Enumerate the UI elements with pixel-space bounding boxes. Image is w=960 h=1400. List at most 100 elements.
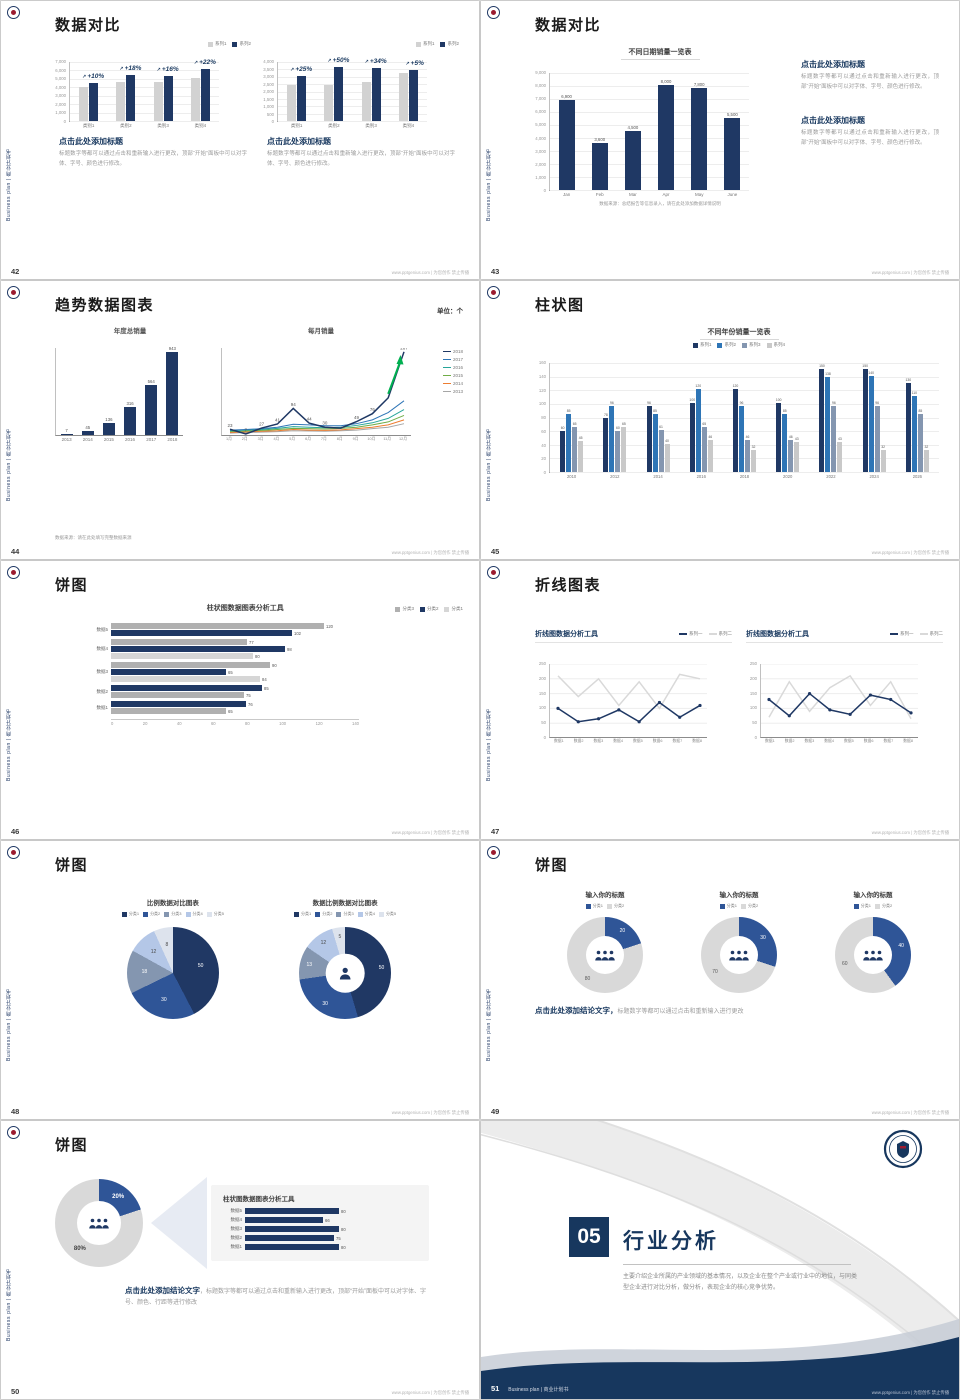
donut-chart-3: 40 60 bbox=[835, 917, 911, 993]
chart-legend: 分类3 分类2 分类1 bbox=[395, 606, 463, 612]
slide-44-trend-charts[interactable]: Business plan | 商业计划书 趋势数据图表 单位：个 年度总销量 … bbox=[1, 281, 479, 559]
chart-title: 年度总销量 bbox=[113, 328, 147, 335]
brand-logo-icon bbox=[7, 286, 20, 299]
page-title: 饼图 bbox=[55, 577, 89, 594]
svg-text:30: 30 bbox=[322, 421, 328, 426]
watermark: www.pptgenius.com | 为您创作 禁止传播 bbox=[391, 270, 469, 275]
slide-47-line-charts[interactable]: Business plan | 商业计划书 折线图表 折线图数据分析工具 系列一… bbox=[481, 561, 959, 839]
page-title: 饼图 bbox=[535, 857, 569, 874]
brand-logo-icon bbox=[487, 566, 500, 579]
svg-text:41: 41 bbox=[275, 417, 281, 422]
page-title: 折线图表 bbox=[535, 577, 602, 594]
chart-legend: 系列一 系列二 bbox=[890, 631, 943, 637]
sidebar-watermark: Business plan | 商业计划书 bbox=[486, 428, 492, 501]
page-title: 饼图 bbox=[55, 857, 89, 874]
block-body: 标题数字等都可以通过点击和重新输入进行更改，顶部“开始”面板中可以对字体、字号、… bbox=[59, 151, 247, 167]
chart-legend: 系列1 系列2 系列3 系列4 bbox=[535, 342, 943, 348]
background-swoosh bbox=[481, 1121, 959, 1399]
sidebar-watermark: Business plan | 商业计划书 bbox=[486, 988, 492, 1061]
page-number: 43 bbox=[491, 267, 500, 276]
chart-title: 每月销量 bbox=[307, 328, 334, 335]
bar-chart-left: 7,0006,0005,0004,0003,0002,0001,0000+10%… bbox=[55, 49, 251, 128]
donut-chart: 50 30 13 12 5 bbox=[299, 927, 392, 1019]
page-number: 51 bbox=[491, 1384, 500, 1393]
watermark: www.pptgenius.com | 为您创作 禁止传播 bbox=[871, 1110, 949, 1115]
slide-50-pie-funnel[interactable]: Business plan | 商业计划书 饼图 20% 80% 柱状图数据图表分… bbox=[1, 1121, 479, 1399]
page-number: 44 bbox=[11, 547, 20, 556]
page-number: 50 bbox=[11, 1387, 20, 1396]
watermark: www.pptgenius.com | 为您创作 禁止传播 bbox=[871, 1390, 949, 1395]
brand-logo-icon bbox=[7, 6, 20, 19]
brand-logo-icon bbox=[487, 6, 500, 19]
grouped-hbar-chart: 数据5 120 102 数据4 77 98 80 数据3 90 65 84 数据2 85 75 数据1 76 6… bbox=[96, 623, 359, 726]
chart-title: 折线图数据分析工具 bbox=[746, 631, 809, 638]
brand-logo-icon bbox=[7, 1126, 20, 1139]
watermark: www.pptgenius.com | 为您创作 禁止传播 bbox=[871, 270, 949, 275]
svg-text:49: 49 bbox=[354, 415, 360, 420]
chart-legend: 系列1 系列2 bbox=[263, 41, 459, 47]
block-body: 标题数字等都可以通过点击和重新输入进行更改，顶部“开始”面板中可以对字体、字号、… bbox=[801, 129, 939, 146]
page-number: 48 bbox=[11, 1107, 20, 1116]
slide-42-data-comparison[interactable]: Business plan | 商业计划书 数据对比 系列1 系列2 7,000 6… bbox=[1, 1, 479, 279]
chart-title: 比例数据对比图表 bbox=[146, 900, 199, 907]
chart-title: 数据比例数据对比图表 bbox=[312, 900, 378, 907]
sidebar-watermark: Business plan | 商业计划书 bbox=[6, 988, 12, 1061]
chart-legend: 分类1 分类2 bbox=[719, 903, 758, 909]
chart-legend: 系列1 系列2 bbox=[55, 41, 251, 47]
chart-legend: 分类1 分类2 bbox=[853, 903, 892, 909]
slide-49-donut-charts[interactable]: Business plan | 商业计划书 饼图 输入你的标题 分类1 分类2 2… bbox=[481, 841, 959, 1119]
conclusion-heading: 点击此处添加结论文字 bbox=[125, 1286, 200, 1295]
watermark: www.pptgenius.com | 为您创作 禁止传播 bbox=[871, 550, 949, 555]
chart-title: 柱状图数据图表分析工具 bbox=[206, 605, 284, 612]
slide-45-column-chart[interactable]: Business plan | 商业计划书 柱状图 不同年份销量一览表 系列1 系… bbox=[481, 281, 959, 559]
block-body: 标题数字等都可以通过点击和重新输入进行更改，顶部“开始”面板中可以对字体、字号、… bbox=[801, 74, 939, 90]
page-number: 42 bbox=[11, 267, 20, 276]
conclusion-text: 点击此处添加结论文字，标题数字等都可以通过点击和重新输入进行更改，顶部“开始”面… bbox=[125, 1286, 426, 1306]
chart-title: 输入你的标题 bbox=[585, 892, 625, 899]
slide-51-section-divider[interactable]: 05 行业分析 主要介绍企业所属的产业领域的基本情况，以及企业在整个产业或行业中… bbox=[481, 1121, 959, 1399]
sidebar-watermark: Business plan | 商业计划书 bbox=[6, 428, 12, 501]
line-chart-right: 250 200 150 100 50 0 数据1 数据2 数据3 数据4 数据5 数据6 数据7 数据8 bbox=[749, 661, 918, 743]
donut-chart-1: 20 80 bbox=[567, 917, 643, 993]
slide-48-pie-charts[interactable]: Business plan | 商业计划书 饼图 比例数据对比图表 分类1 分类2… bbox=[1, 841, 479, 1119]
slide-46-horizontal-bars[interactable]: Business plan | 商业计划书 饼图 柱状图数据图表分析工具 分类3… bbox=[1, 561, 479, 839]
svg-text:27: 27 bbox=[259, 422, 265, 427]
unit-label: 单位：个 bbox=[437, 308, 463, 315]
page-number: 49 bbox=[491, 1107, 500, 1116]
page-number: 46 bbox=[11, 827, 20, 836]
chart-title: 不同日期销量一览表 bbox=[620, 47, 700, 60]
watermark: www.pptgenius.com | 为您创作 禁止传播 bbox=[391, 830, 469, 835]
chart-legend: 系列一 系列二 bbox=[679, 631, 732, 637]
divider bbox=[623, 1264, 851, 1265]
block-heading: 点击此处添加标题 bbox=[801, 115, 865, 125]
sales-bar-chart: 9,000 8,000 7,000 6,000 5,000 4,000 3,000 2,000… bbox=[535, 60, 785, 197]
svg-text:94: 94 bbox=[291, 402, 297, 407]
line-chart-left: 250 200 150 100 50 0 数据1 数据2 数据3 数据4 数据5 数据6 数据7 数据8 bbox=[538, 661, 707, 743]
page-title: 趋势数据图表 bbox=[55, 297, 155, 314]
svg-text:76: 76 bbox=[370, 407, 376, 412]
page-number: 47 bbox=[491, 827, 500, 836]
slide-43-data-comparison[interactable]: Business plan | 商业计划书 数据对比 不同日期销量一览表 9,0… bbox=[481, 1, 959, 279]
block-heading: 点击此处添加标题 bbox=[267, 137, 331, 146]
chart-title: 不同年份销量一览表 bbox=[699, 327, 779, 340]
watermark: www.pptgenius.com | 为您创作 禁止传播 bbox=[391, 1390, 469, 1395]
data-source-note: 数据来源：请在此处填写完整数据来源 bbox=[55, 535, 132, 540]
page-title: 柱状图 bbox=[535, 297, 585, 314]
svg-text:7: 7 bbox=[245, 427, 248, 432]
chart-title: 折线图数据分析工具 bbox=[535, 631, 598, 638]
panel-hbar-chart: 数据5 80 数据4 66 数据3 80 数据2 75 数据1 80 bbox=[230, 1208, 346, 1250]
conclusion-text: 点击此处添加结论文字，标题数字等都可以通过点击和重新输入进行更改 bbox=[535, 1006, 744, 1015]
svg-text:23: 23 bbox=[227, 423, 233, 428]
brand-logo-icon bbox=[7, 846, 20, 859]
svg-text:44: 44 bbox=[307, 417, 313, 422]
page-number: 45 bbox=[491, 547, 500, 556]
brand-logo-icon bbox=[7, 566, 20, 579]
chart-legend: 分类1 分类2 分类3 分类4 分类5 bbox=[294, 911, 396, 917]
monthly-sales-line-chart: 237274194443049762871月2月3月4月5月6月7月8月9月10… bbox=[221, 335, 421, 442]
conclusion-heading: 点击此处添加结论文字， bbox=[535, 1006, 618, 1015]
chart-title: 输入你的标题 bbox=[719, 892, 759, 899]
multi-year-bar-chart: 160 140 120 100 80 60 40 20 0 60 85 65 45 2010 78 96 60 6… bbox=[535, 350, 943, 479]
page-title: 数据对比 bbox=[535, 17, 602, 34]
sidebar-watermark: Business plan | 商业计划书 bbox=[6, 148, 12, 221]
